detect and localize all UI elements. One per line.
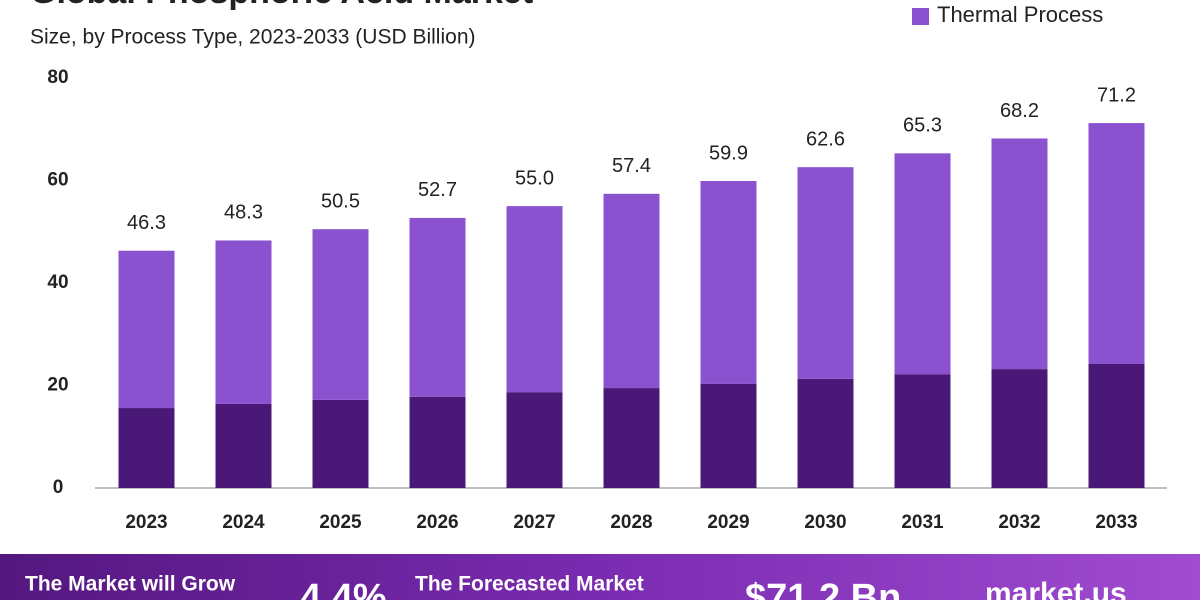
bar-segment bbox=[797, 167, 854, 379]
x-tick-label: 2026 bbox=[416, 512, 458, 533]
x-tick-label: 2024 bbox=[222, 512, 265, 533]
bar-segment bbox=[1088, 123, 1145, 364]
x-tick-label: 2027 bbox=[513, 512, 555, 533]
bar-segment bbox=[797, 378, 854, 488]
y-tick-label: 20 bbox=[47, 375, 68, 396]
total-label: 55.0 bbox=[515, 167, 554, 189]
x-tick-label: 2032 bbox=[998, 512, 1040, 533]
y-tick-label: 60 bbox=[47, 170, 68, 191]
y-tick-label: 0 bbox=[53, 477, 64, 498]
x-tick-label: 2025 bbox=[319, 512, 362, 533]
legend-swatch bbox=[912, 8, 929, 25]
total-label: 59.9 bbox=[709, 142, 748, 164]
total-label: 46.3 bbox=[127, 212, 166, 234]
banner-cagr: 4.4% bbox=[300, 577, 387, 600]
total-label: 50.5 bbox=[321, 190, 360, 212]
bar-segment bbox=[506, 392, 563, 488]
banner-text: The Forecasted Market bbox=[415, 573, 644, 596]
x-tick-label: 2031 bbox=[901, 512, 944, 533]
bar-segment bbox=[409, 396, 466, 488]
bar-segment bbox=[700, 181, 757, 384]
total-label: 52.7 bbox=[418, 179, 457, 201]
legend-label: Thermal Process bbox=[937, 2, 1103, 27]
bar-segment bbox=[1088, 363, 1145, 488]
x-tick-label: 2033 bbox=[1095, 512, 1137, 533]
bar-segment bbox=[215, 403, 272, 488]
bar-segment bbox=[700, 383, 757, 488]
chart-subtitle: Size, by Process Type, 2023-2033 (USD Bi… bbox=[30, 26, 476, 49]
total-label: 62.6 bbox=[806, 128, 845, 150]
x-tick-label: 2029 bbox=[707, 512, 749, 533]
y-tick-label: 40 bbox=[47, 272, 68, 293]
bar-segment bbox=[409, 217, 466, 397]
brand: market.us bbox=[985, 577, 1127, 600]
bar-segment bbox=[991, 369, 1048, 488]
bar-segment bbox=[312, 229, 369, 400]
banner-value: $71.2 Bn bbox=[745, 577, 901, 600]
bar-segment bbox=[991, 138, 1048, 370]
bar-segment bbox=[312, 399, 369, 488]
x-tick-label: 2028 bbox=[610, 512, 652, 533]
chart-title: Global Phosphoric Acid Market bbox=[30, 0, 533, 11]
total-label: 65.3 bbox=[903, 115, 942, 137]
bar-segment bbox=[894, 374, 951, 488]
total-label: 71.2 bbox=[1097, 84, 1136, 106]
bar-segment bbox=[506, 206, 563, 393]
bar-segment bbox=[603, 193, 660, 389]
bar-segment bbox=[118, 250, 175, 409]
bar-segment bbox=[603, 388, 660, 488]
total-label: 48.3 bbox=[224, 202, 263, 224]
total-label: 57.4 bbox=[612, 155, 651, 177]
total-label: 68.2 bbox=[1000, 100, 1039, 122]
x-tick-label: 2030 bbox=[804, 512, 846, 533]
bar-segment bbox=[118, 408, 175, 488]
banner-text: The Market will Grow bbox=[25, 573, 236, 596]
y-tick-label: 80 bbox=[47, 67, 68, 88]
banner bbox=[0, 554, 1200, 600]
bar-segment bbox=[215, 240, 272, 404]
bar-segment bbox=[894, 153, 951, 375]
x-tick-label: 2023 bbox=[125, 512, 167, 533]
